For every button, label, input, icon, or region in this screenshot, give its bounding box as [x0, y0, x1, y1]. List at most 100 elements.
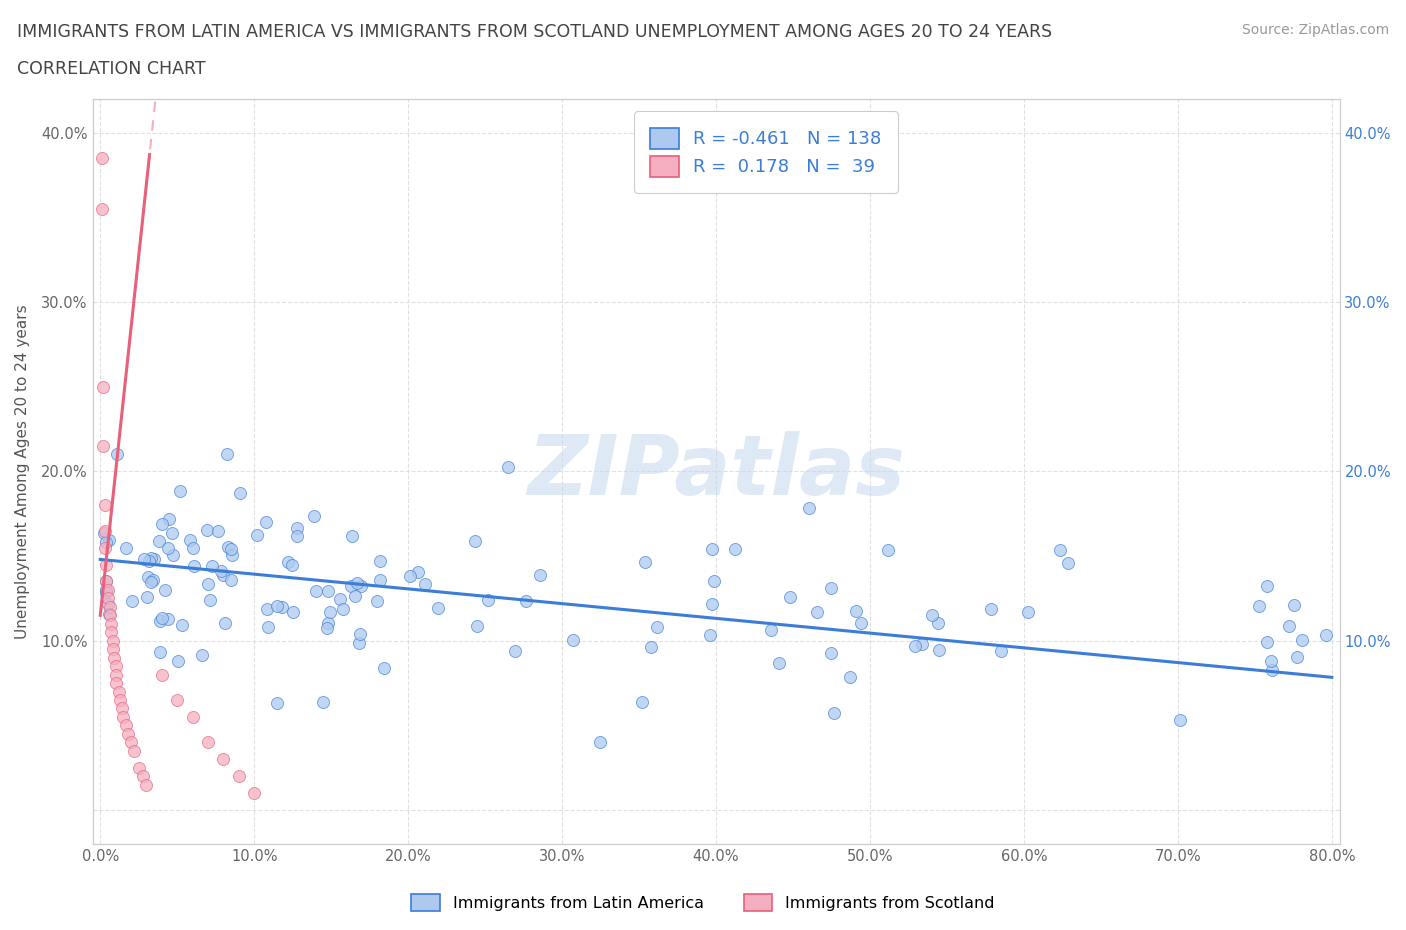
- Point: [465, 618, 488, 633]
- Point: [150, 667, 173, 682]
- Point: [90, 202, 112, 217]
- Point: [181, 710, 204, 724]
- Point: [101, 642, 124, 657]
- Point: [141, 551, 163, 565]
- Point: [366, 594, 388, 609]
- Point: [155, 582, 177, 597]
- Point: [93, 525, 115, 540]
- Point: [96, 557, 118, 572]
- Point: [1261, 663, 1284, 678]
- Point: [496, 459, 519, 474]
- Point: [149, 614, 172, 629]
- Point: [316, 584, 339, 599]
- Point: [207, 524, 229, 538]
- Point: [477, 592, 499, 607]
- Point: [702, 541, 724, 556]
- Point: [141, 574, 163, 589]
- Point: [839, 669, 862, 684]
- Point: [927, 616, 949, 631]
- Point: [703, 574, 725, 589]
- Point: [806, 604, 828, 619]
- Point: [1056, 555, 1078, 570]
- Point: [104, 667, 127, 682]
- Point: [90, 151, 112, 166]
- Point: [96, 535, 118, 550]
- Point: [904, 639, 927, 654]
- Point: [98, 600, 121, 615]
- Point: [797, 500, 820, 515]
- Point: [1256, 635, 1278, 650]
- Point: [229, 485, 252, 500]
- Point: [344, 589, 367, 604]
- Point: [172, 618, 194, 633]
- Point: [198, 592, 221, 607]
- Point: [94, 540, 117, 555]
- Point: [97, 596, 120, 611]
- Point: [212, 751, 235, 766]
- Point: [219, 542, 242, 557]
- Point: [1282, 598, 1305, 613]
- Point: [645, 619, 668, 634]
- Point: [142, 551, 165, 566]
- Y-axis label: Unemployment Among Ages 20 to 24 years: Unemployment Among Ages 20 to 24 years: [15, 304, 30, 639]
- Point: [1247, 599, 1270, 614]
- Point: [779, 590, 801, 604]
- Point: [759, 623, 782, 638]
- Point: [97, 582, 120, 597]
- Point: [1277, 618, 1299, 633]
- Point: [97, 606, 120, 621]
- Point: [305, 583, 328, 598]
- Point: [166, 654, 188, 669]
- Point: [319, 604, 342, 619]
- Point: [217, 447, 239, 462]
- Point: [243, 786, 266, 801]
- Point: [349, 627, 371, 642]
- Text: ZIPatlas: ZIPatlas: [527, 431, 905, 512]
- Point: [349, 578, 371, 593]
- Point: [503, 644, 526, 658]
- Point: [271, 599, 294, 614]
- Point: [332, 601, 354, 616]
- Point: [135, 777, 157, 792]
- Point: [134, 551, 156, 566]
- Point: [281, 605, 304, 620]
- Point: [820, 580, 842, 595]
- Point: [1049, 542, 1071, 557]
- Point: [1315, 628, 1337, 643]
- Point: [136, 569, 159, 584]
- Point: [132, 769, 155, 784]
- Point: [97, 591, 120, 605]
- Point: [101, 633, 124, 648]
- Point: [876, 542, 898, 557]
- Point: [103, 650, 125, 665]
- Point: [228, 769, 250, 784]
- Point: [94, 584, 117, 599]
- Point: [340, 529, 363, 544]
- Point: [122, 743, 145, 758]
- Point: [100, 625, 122, 640]
- Point: [640, 640, 662, 655]
- Point: [399, 569, 422, 584]
- Point: [285, 529, 308, 544]
- Point: [1168, 712, 1191, 727]
- Point: [110, 693, 132, 708]
- Point: [980, 602, 1002, 617]
- Point: [115, 540, 138, 555]
- Point: [138, 553, 160, 568]
- Point: [302, 509, 325, 524]
- Point: [197, 577, 219, 591]
- Point: [157, 512, 180, 526]
- Point: [94, 524, 117, 538]
- Point: [370, 572, 392, 587]
- Point: [515, 593, 537, 608]
- Text: Source: ZipAtlas.com: Source: ZipAtlas.com: [1241, 23, 1389, 37]
- Point: [195, 523, 218, 538]
- Point: [105, 447, 128, 462]
- Point: [280, 557, 302, 572]
- Point: [214, 616, 236, 631]
- Point: [1017, 604, 1039, 619]
- Point: [346, 576, 368, 591]
- Point: [111, 701, 134, 716]
- Text: IMMIGRANTS FROM LATIN AMERICA VS IMMIGRANTS FROM SCOTLAND UNEMPLOYMENT AMONG AGE: IMMIGRANTS FROM LATIN AMERICA VS IMMIGRA…: [17, 23, 1052, 41]
- Legend: R = -0.461   N = 138, R =  0.178   N =  39: R = -0.461 N = 138, R = 0.178 N = 39: [634, 112, 898, 193]
